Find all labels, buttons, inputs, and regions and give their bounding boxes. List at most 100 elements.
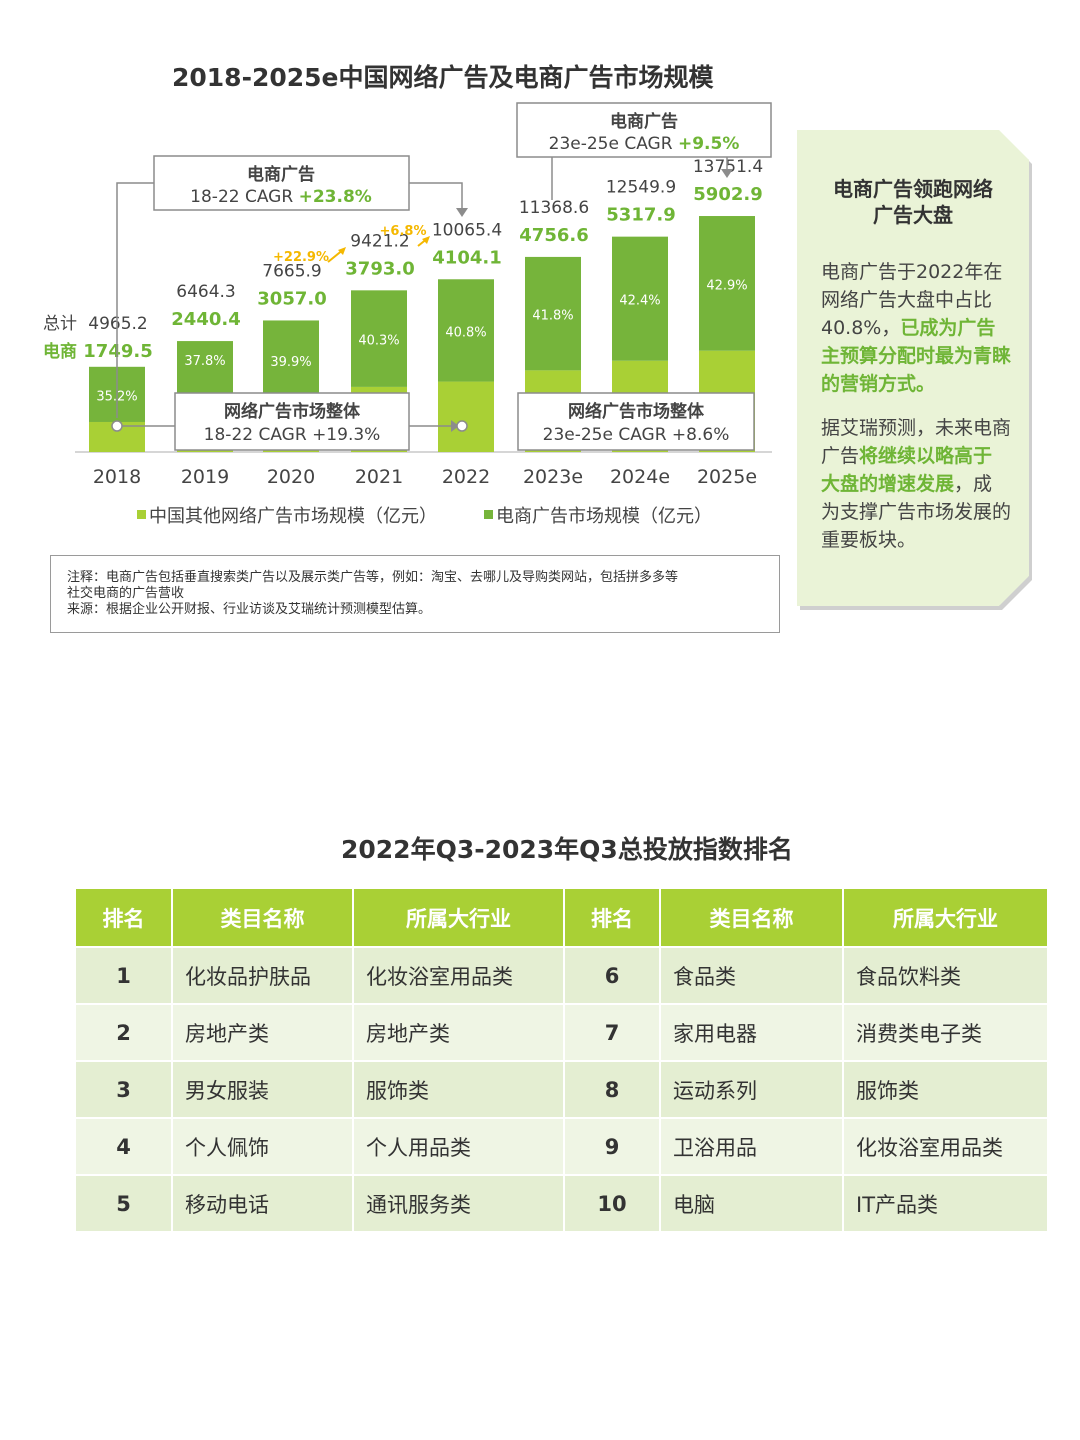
x-tick-label: 2025e bbox=[697, 466, 757, 488]
bar-other-2020 bbox=[263, 320, 319, 400]
x-tick-label: 2018 bbox=[93, 466, 141, 488]
x-tick-label: 2020 bbox=[267, 466, 315, 488]
growth-label: +6.8% bbox=[380, 224, 427, 239]
legend-swatch-ecom bbox=[484, 510, 493, 519]
industry-cell: 服饰类 bbox=[843, 1060, 1047, 1118]
x-tick-label: 2019 bbox=[181, 466, 229, 488]
connector-arrowhead bbox=[456, 208, 468, 217]
ecom-prefix: 电商 bbox=[43, 341, 77, 362]
cagr-title: 网络广告市场整体 bbox=[568, 401, 705, 422]
cagr-value: 18-22 CAGR +19.3% bbox=[204, 425, 381, 445]
total-label: 13751.4 bbox=[693, 157, 763, 177]
ecom-label: 1749.5 bbox=[83, 341, 152, 362]
cagr-box-total-hist bbox=[174, 392, 410, 451]
category-cell: 化妆品护肤品 bbox=[172, 946, 354, 1004]
rank-cell: 2 bbox=[76, 1003, 173, 1061]
connector-arrowhead bbox=[721, 169, 733, 178]
legend-swatch-other bbox=[137, 510, 146, 519]
connector-arrowhead bbox=[451, 420, 459, 432]
industry-cell: 通讯服务类 bbox=[353, 1174, 565, 1231]
ecom-label: 3057.0 bbox=[257, 288, 326, 309]
industry-cell: 消费类电子类 bbox=[843, 1003, 1047, 1061]
category-cell: 电脑 bbox=[660, 1174, 844, 1231]
table-row: 1 化妆品护肤品 化妆浴室用品类 6 食品类 食品饮料类 bbox=[76, 946, 1047, 1004]
header-category: 类目名称 bbox=[172, 889, 354, 947]
category-cell: 家用电器 bbox=[660, 1003, 844, 1061]
cagr-box-total-fore bbox=[517, 392, 755, 451]
rank-cell: 6 bbox=[564, 946, 661, 1004]
cagr-value: 23e-25e CAGR +8.6% bbox=[543, 425, 730, 445]
rank-cell: 9 bbox=[564, 1117, 661, 1175]
category-cell: 卫浴用品 bbox=[660, 1117, 844, 1175]
industry-cell: 房地产类 bbox=[353, 1003, 565, 1061]
connector-dot bbox=[456, 420, 468, 432]
category-cell: 移动电话 bbox=[172, 1174, 354, 1231]
x-tick-label: 2021 bbox=[355, 466, 403, 488]
share-label: 40.8% bbox=[445, 325, 486, 340]
table-row: 5 移动电话 通讯服务类 10 电脑 IT产品类 bbox=[76, 1174, 1047, 1231]
industry-cell: 食品饮料类 bbox=[843, 946, 1047, 1004]
share-label: 42.4% bbox=[619, 294, 660, 309]
bar-other-2025e bbox=[699, 216, 755, 351]
x-tick-label: 2022 bbox=[442, 466, 490, 488]
connector-line bbox=[116, 182, 154, 418]
legend-label: 电商广告市场规模（亿元） bbox=[496, 506, 712, 527]
chart-title: 2018-2025e中国网络广告及电商广告市场规模 bbox=[172, 63, 714, 92]
category-cell: 运动系列 bbox=[660, 1060, 844, 1118]
bar-other-2024e bbox=[612, 236, 668, 361]
industry-cell: 服饰类 bbox=[353, 1060, 565, 1118]
cagr-box-ecom-hist bbox=[153, 155, 410, 211]
connector-line bbox=[409, 182, 463, 209]
total-label: 7665.9 bbox=[262, 261, 321, 281]
sidebar-paragraph-1: 电商广告于2022年在网络广告大盘中占比40.8%，已成为广告主预算分配时最为青… bbox=[821, 261, 1012, 395]
rank-cell: 4 bbox=[76, 1117, 173, 1175]
rank-cell: 10 bbox=[564, 1174, 661, 1231]
table-row: 3 男女服装 服饰类 8 运动系列 服饰类 bbox=[76, 1060, 1047, 1118]
table-row: 4 个人佩饰 个人用品类 9 卫浴用品 化妆浴室用品类 bbox=[76, 1117, 1047, 1175]
ecom-label: 2440.4 bbox=[171, 309, 240, 330]
growth-label: +22.9% bbox=[273, 250, 329, 265]
share-label: 40.3% bbox=[358, 334, 399, 349]
header-category-2: 类目名称 bbox=[660, 889, 844, 947]
ranking-title: 2022年Q3-2023年Q3总投放指数排名 bbox=[341, 835, 793, 864]
header-rank-2: 排名 bbox=[564, 889, 661, 947]
bar-other-2023e bbox=[525, 256, 581, 371]
rank-cell: 7 bbox=[564, 1003, 661, 1061]
cagr-title: 电商广告 bbox=[610, 111, 678, 132]
rank-cell: 1 bbox=[76, 946, 173, 1004]
cagr-title: 电商广告 bbox=[247, 164, 315, 185]
connector-dot bbox=[111, 420, 123, 432]
total-label: 6464.3 bbox=[176, 282, 235, 302]
share-label: 42.9% bbox=[706, 278, 747, 293]
total-label: 9421.2 bbox=[350, 231, 409, 251]
cagr-title: 网络广告市场整体 bbox=[224, 401, 361, 422]
cagr-value: 23e-25e CAGR +9.5% bbox=[549, 134, 740, 154]
share-label: 39.9% bbox=[270, 355, 311, 370]
header-industry: 所属大行业 bbox=[353, 889, 565, 947]
rank-cell: 3 bbox=[76, 1060, 173, 1118]
category-cell: 男女服装 bbox=[172, 1060, 354, 1118]
cagr-value: 18-22 CAGR +23.8% bbox=[190, 187, 372, 207]
category-cell: 房地产类 bbox=[172, 1003, 354, 1061]
header-industry-2: 所属大行业 bbox=[843, 889, 1047, 947]
industry-cell: IT产品类 bbox=[843, 1174, 1047, 1231]
ecom-label: 3793.0 bbox=[345, 258, 414, 279]
total-label: 11368.6 bbox=[519, 198, 589, 218]
share-label: 37.8% bbox=[184, 354, 225, 369]
sidebar-title: 电商广告领跑网络 广告大盘 bbox=[833, 177, 993, 227]
bar-ecom-2022 bbox=[438, 381, 494, 452]
share-label: 41.8% bbox=[532, 309, 573, 324]
growth-arrow-head bbox=[338, 247, 346, 255]
header-rank: 排名 bbox=[76, 889, 173, 947]
industry-cell: 化妆浴室用品类 bbox=[843, 1117, 1047, 1175]
rank-cell: 8 bbox=[564, 1060, 661, 1118]
total-prefix: 总计 bbox=[43, 314, 77, 334]
chart-note: 注释：电商广告包括垂直搜索类广告以及展示类广告等，例如：淘宝、去哪儿及导购类网站… bbox=[50, 555, 780, 633]
ecom-label: 4756.6 bbox=[519, 225, 588, 246]
ranking-header-row: 排名 类目名称 所属大行业 排名 类目名称 所属大行业 bbox=[76, 889, 1047, 947]
note-line-1: 注释：电商广告包括垂直搜索类广告以及展示类广告等，例如：淘宝、去哪儿及导购类网站… bbox=[67, 570, 679, 585]
ecom-label: 4104.1 bbox=[432, 247, 501, 268]
x-tick-label: 2024e bbox=[610, 466, 670, 488]
